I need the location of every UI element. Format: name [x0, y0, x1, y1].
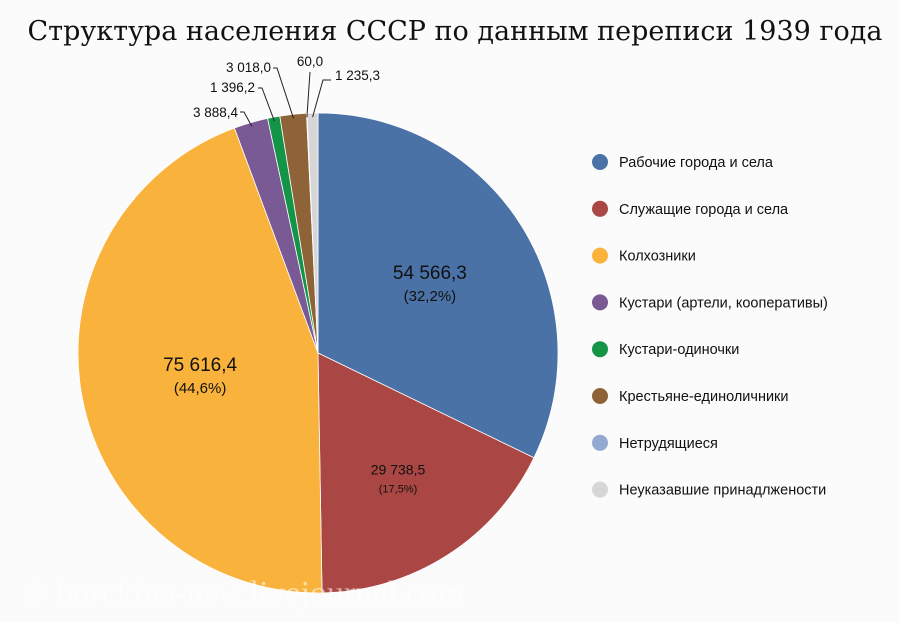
callout-label-6: 3 018,0: [226, 60, 271, 75]
legend-marker-2: [592, 200, 608, 217]
legend-marker-6: [592, 388, 608, 404]
pie-slice-1: [317, 112, 559, 459]
legend-marker-1: [592, 154, 608, 170]
callout-line-6: [273, 67, 294, 119]
slice-value-label-2: 29 738,5: [371, 461, 426, 477]
callout-label-5: 1 396,2: [210, 80, 255, 95]
pie-slice-2: [317, 352, 535, 594]
legend-label-8: Неуказавшие принадлжености: [619, 483, 826, 499]
legend-label-3: Колхозники: [619, 249, 696, 265]
callout-line-7: [306, 71, 311, 118]
slice-percent-label-3: (44,6%): [174, 380, 227, 397]
callout-line-5: [258, 87, 275, 122]
legend-marker-8: [592, 481, 608, 498]
callout-label-4: 3 888,4: [193, 105, 239, 120]
watermark: © burckina-new.livejournal.com: [22, 575, 464, 612]
legend-label-6: Крестьяне-единоличники: [619, 389, 789, 405]
callout-line-8: [312, 79, 331, 118]
legend-label-4: Кустари (артели, кооперативы): [619, 295, 828, 311]
inner-labels: 54 566,3 (32,2%) 29 738,5 (17,5%) 75 616,4 (4…: [163, 263, 467, 496]
legend-label-7: Нетрудящиеся: [619, 436, 718, 452]
legend-label-5: Кустари-одиночки: [619, 342, 739, 358]
slice-value-label-3: 75 616,4: [163, 355, 237, 376]
callout-labels: 3 888,4 1 396,2 3 018,0 60,0 1 235,3: [193, 54, 380, 127]
slice-percent-label-2: (17,5%): [379, 483, 418, 495]
callout-line-4: [240, 111, 253, 127]
legend-label-1: Рабочие города и села: [619, 155, 774, 171]
slice-percent-label-1: (32,2%): [404, 288, 457, 305]
pie-slices: [77, 112, 559, 594]
legend-label-2: Служащие города и села: [619, 202, 789, 218]
slice-value-label-1: 54 566,3: [393, 263, 467, 284]
callout-label-7: 60,0: [297, 54, 323, 69]
legend: Рабочие города и села Служащие города и с…: [592, 154, 828, 499]
legend-marker-5: [592, 341, 608, 358]
chart-title: Структура населения СССР по данным переп…: [27, 16, 882, 47]
legend-marker-7: [592, 434, 608, 451]
legend-marker-4: [592, 294, 608, 311]
legend-marker-3: [592, 247, 608, 264]
pie-slice-3: [77, 127, 323, 594]
callout-label-8: 1 235,3: [335, 68, 380, 83]
